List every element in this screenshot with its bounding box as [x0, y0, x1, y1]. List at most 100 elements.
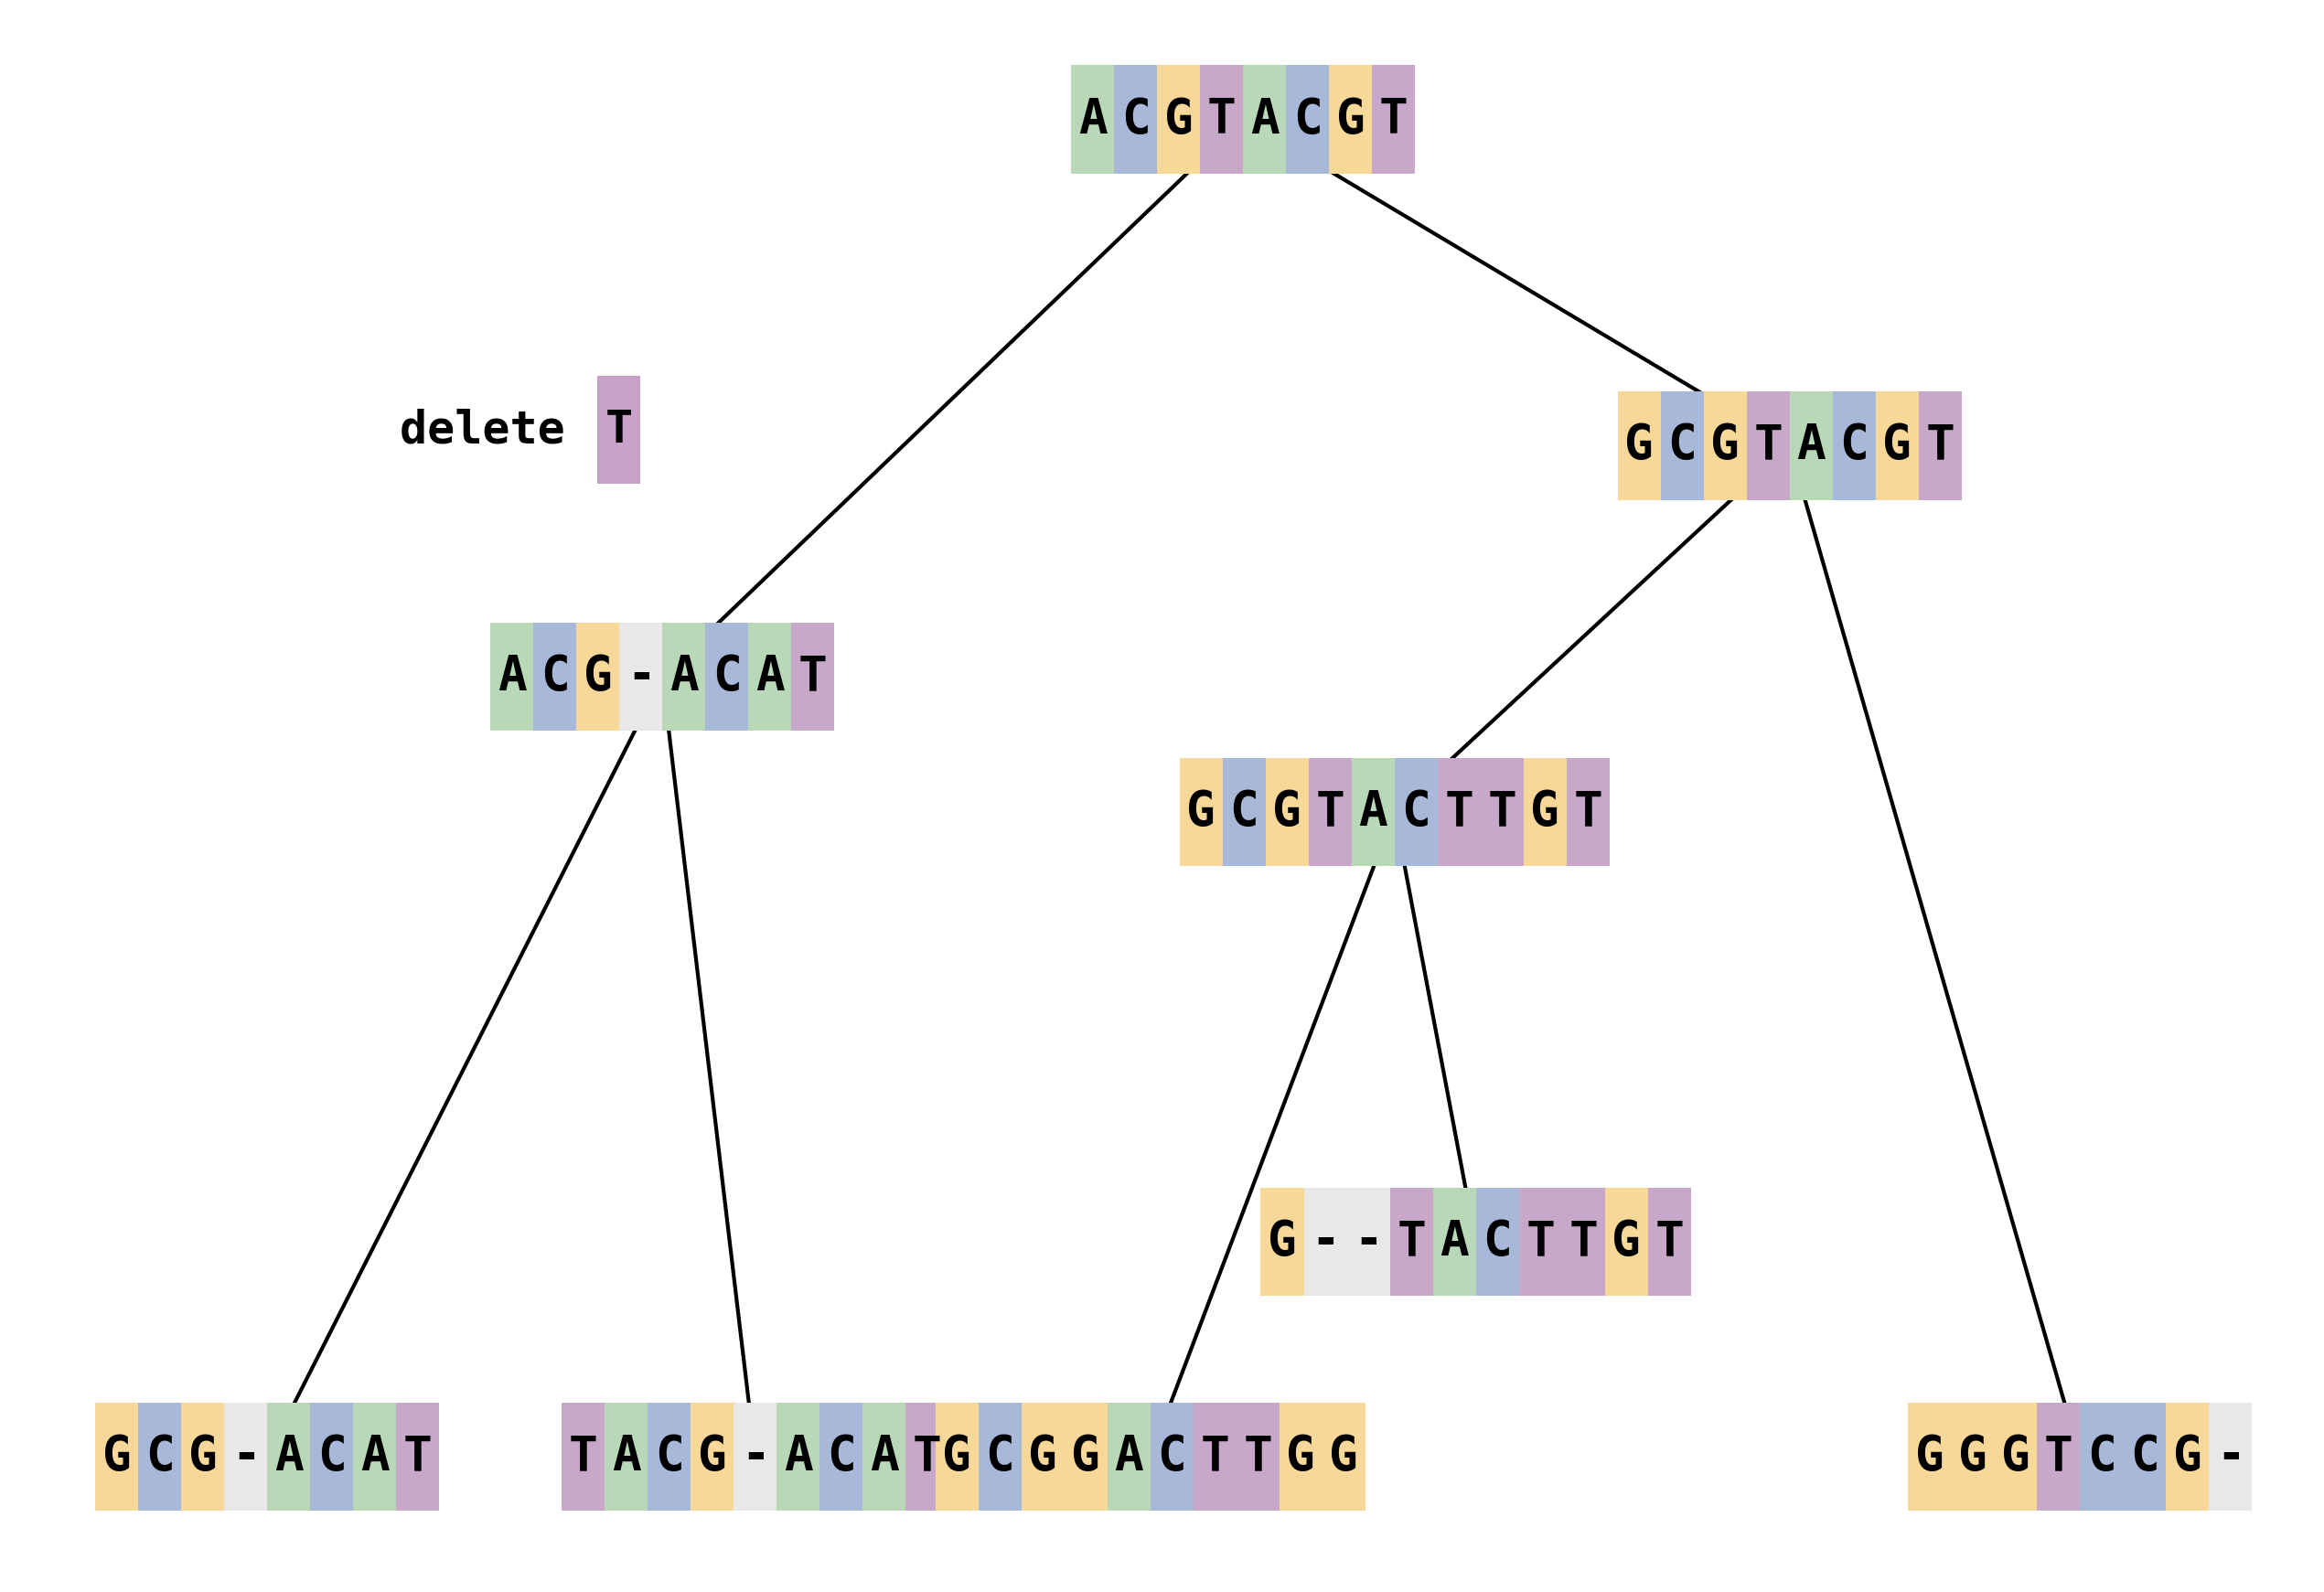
- Text: T: T: [1446, 788, 1473, 836]
- FancyBboxPatch shape: [734, 1403, 776, 1511]
- Text: T: T: [1243, 1433, 1271, 1481]
- FancyBboxPatch shape: [395, 1403, 439, 1511]
- FancyBboxPatch shape: [1350, 758, 1394, 866]
- Text: -: -: [741, 1433, 769, 1481]
- Text: A: A: [1796, 422, 1824, 470]
- Text: T: T: [1208, 96, 1236, 143]
- Text: A: A: [755, 653, 783, 700]
- Text: G: G: [1071, 1433, 1099, 1481]
- FancyBboxPatch shape: [790, 622, 834, 731]
- FancyBboxPatch shape: [1260, 1188, 1304, 1296]
- Text: C: C: [655, 1433, 683, 1481]
- FancyBboxPatch shape: [1222, 758, 1264, 866]
- FancyBboxPatch shape: [1278, 1403, 1322, 1511]
- FancyBboxPatch shape: [1476, 1188, 1520, 1296]
- FancyBboxPatch shape: [95, 1403, 139, 1511]
- FancyBboxPatch shape: [1329, 65, 1371, 174]
- Text: T: T: [1527, 1218, 1555, 1266]
- Text: G: G: [944, 1433, 971, 1481]
- Text: C: C: [1401, 788, 1429, 836]
- FancyBboxPatch shape: [1308, 758, 1350, 866]
- Text: T: T: [1202, 1433, 1229, 1481]
- FancyBboxPatch shape: [1480, 758, 1525, 866]
- FancyBboxPatch shape: [353, 1403, 395, 1511]
- FancyBboxPatch shape: [1394, 758, 1436, 866]
- Text: G: G: [1188, 788, 1215, 836]
- Text: C: C: [1229, 788, 1257, 836]
- Text: C: C: [318, 1433, 346, 1481]
- FancyBboxPatch shape: [1199, 65, 1243, 174]
- Text: -: -: [627, 653, 655, 700]
- Text: C: C: [1669, 422, 1697, 470]
- Text: G: G: [697, 1433, 727, 1481]
- Text: G: G: [1613, 1218, 1641, 1266]
- FancyBboxPatch shape: [1562, 1188, 1604, 1296]
- Text: T: T: [799, 653, 827, 700]
- Text: C: C: [827, 1433, 855, 1481]
- Text: G: G: [1915, 1433, 1943, 1481]
- FancyBboxPatch shape: [1106, 1403, 1150, 1511]
- Text: G: G: [1710, 422, 1738, 470]
- FancyBboxPatch shape: [2036, 1403, 2080, 1511]
- FancyBboxPatch shape: [1243, 65, 1287, 174]
- FancyBboxPatch shape: [648, 1403, 690, 1511]
- FancyBboxPatch shape: [490, 622, 532, 731]
- FancyBboxPatch shape: [532, 622, 576, 731]
- FancyBboxPatch shape: [1178, 758, 1222, 866]
- FancyBboxPatch shape: [1520, 1188, 1562, 1296]
- Text: T: T: [1487, 788, 1515, 836]
- FancyBboxPatch shape: [934, 1403, 978, 1511]
- FancyBboxPatch shape: [1436, 758, 1480, 866]
- FancyBboxPatch shape: [1322, 1403, 1364, 1511]
- FancyBboxPatch shape: [978, 1403, 1023, 1511]
- Text: T: T: [604, 408, 632, 452]
- FancyBboxPatch shape: [1304, 1188, 1346, 1296]
- Text: T: T: [1315, 788, 1343, 836]
- FancyBboxPatch shape: [139, 1403, 181, 1511]
- Text: -: -: [232, 1433, 260, 1481]
- FancyBboxPatch shape: [1116, 65, 1157, 174]
- Text: G: G: [2001, 1433, 2029, 1481]
- FancyBboxPatch shape: [690, 1403, 734, 1511]
- FancyBboxPatch shape: [1287, 65, 1329, 174]
- Text: G: G: [102, 1433, 130, 1481]
- FancyBboxPatch shape: [1020, 1403, 1064, 1511]
- Text: delete: delete: [400, 408, 593, 452]
- Text: C: C: [2087, 1433, 2115, 1481]
- FancyBboxPatch shape: [1195, 1403, 1236, 1511]
- Text: C: C: [1294, 96, 1322, 143]
- FancyBboxPatch shape: [776, 1403, 820, 1511]
- Text: T: T: [1380, 96, 1408, 143]
- FancyBboxPatch shape: [1789, 392, 1831, 500]
- Text: A: A: [497, 653, 525, 700]
- Text: G: G: [1269, 1218, 1297, 1266]
- FancyBboxPatch shape: [267, 1403, 311, 1511]
- Text: G: G: [1030, 1433, 1057, 1481]
- Text: T: T: [1755, 422, 1783, 470]
- FancyBboxPatch shape: [906, 1403, 948, 1511]
- Text: C: C: [713, 653, 741, 700]
- FancyBboxPatch shape: [1566, 758, 1608, 866]
- FancyBboxPatch shape: [1834, 392, 1875, 500]
- Text: T: T: [569, 1433, 597, 1481]
- Text: A: A: [1360, 788, 1387, 836]
- Text: G: G: [1882, 422, 1910, 470]
- FancyBboxPatch shape: [1604, 1188, 1648, 1296]
- FancyBboxPatch shape: [662, 622, 706, 731]
- FancyBboxPatch shape: [2124, 1403, 2166, 1511]
- Text: G: G: [583, 653, 611, 700]
- Text: C: C: [146, 1433, 174, 1481]
- FancyBboxPatch shape: [1618, 392, 1659, 500]
- FancyBboxPatch shape: [1432, 1188, 1476, 1296]
- FancyBboxPatch shape: [1264, 758, 1308, 866]
- Text: G: G: [1329, 1433, 1357, 1481]
- Text: A: A: [360, 1433, 388, 1481]
- FancyBboxPatch shape: [1371, 65, 1415, 174]
- Text: A: A: [783, 1433, 813, 1481]
- FancyBboxPatch shape: [1703, 392, 1748, 500]
- Text: T: T: [1655, 1218, 1683, 1266]
- FancyBboxPatch shape: [2210, 1403, 2252, 1511]
- FancyBboxPatch shape: [1920, 392, 1961, 500]
- FancyBboxPatch shape: [2166, 1403, 2208, 1511]
- Text: C: C: [1157, 1433, 1185, 1481]
